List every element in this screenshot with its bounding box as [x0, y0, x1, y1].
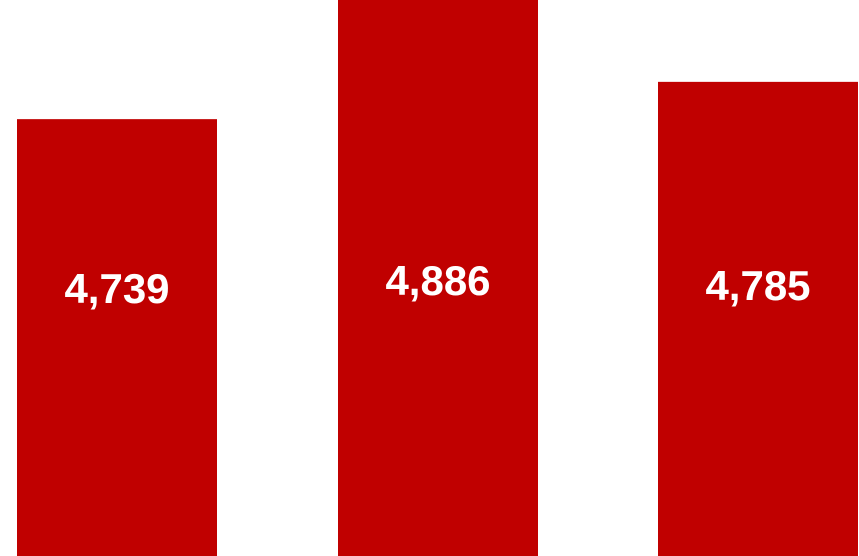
bar-value-label-2: 4,886 [385, 257, 490, 304]
bar-value-label-1: 4,739 [64, 265, 169, 312]
labels-group: 4,739 4,886 4,785 [64, 257, 810, 312]
bar-value-label-3: 4,785 [705, 262, 810, 309]
bar-2 [338, 0, 538, 556]
bars-group [17, 0, 858, 556]
bar-1 [17, 119, 217, 556]
bar-3 [658, 81, 858, 556]
